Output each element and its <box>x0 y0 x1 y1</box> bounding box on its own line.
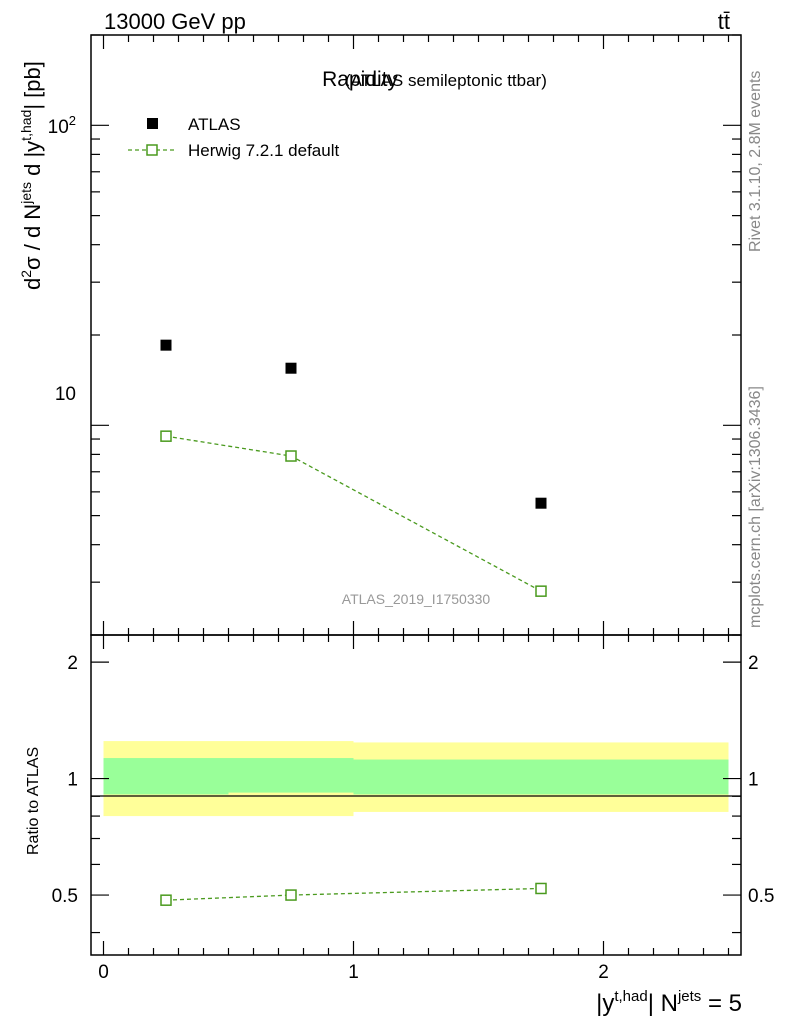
atlas-point <box>535 497 547 509</box>
x-tick-label: 1 <box>348 962 359 983</box>
x-tick-label: 0 <box>98 962 109 983</box>
y-tick-label-10: 10 <box>55 384 76 405</box>
ratio-herwig-point <box>535 882 547 895</box>
x-tick-label: 2 <box>598 962 609 983</box>
legend-atlas-label: ATLAS <box>188 115 241 134</box>
atlas-point <box>160 339 172 351</box>
chart-title: Rapidity <box>322 68 398 91</box>
legend-herwig-marker <box>146 144 158 156</box>
herwig-line <box>165 435 542 592</box>
ratio-inner-band <box>103 758 229 795</box>
ratio-y-tick-label: 0.5 <box>52 886 78 907</box>
atlas-point <box>285 362 297 374</box>
ratio-herwig-point <box>285 889 297 901</box>
herwig-point <box>160 430 172 442</box>
legend-herwig-label: Herwig 7.2.1 default <box>188 141 339 160</box>
ratio-frame <box>90 634 742 956</box>
legend-atlas-marker <box>147 118 158 129</box>
energy-label: 13000 GeV pp <box>104 9 246 34</box>
ratio-herwig-line <box>165 887 542 901</box>
ratio-data-marks <box>160 882 547 906</box>
ratio-y-axis-label: Ratio to ATLAS <box>25 747 42 855</box>
main-panel: Rapidity (ATLAS semileptonic ttbar) 102 … <box>18 34 742 636</box>
main-y-axis-label: d2σ / d Njets d |yt,had| [pb] <box>18 61 45 290</box>
ratio-uncertainty-bands <box>103 741 729 817</box>
ratio-panel: 0.5 0.5 1 1 2 2 0 1 2 Ratio to ATLAS |yt,had| Nj… <box>25 634 775 1017</box>
rivet-version-label: Rivet 3.1.10, 2.8M events <box>747 71 764 252</box>
process-label: tt̄ <box>718 9 730 34</box>
main-x-ticks <box>102 35 730 635</box>
ratio-herwig-point <box>160 894 172 906</box>
ratio-inner-band <box>353 759 729 795</box>
legend: ATLAS Herwig 7.2.1 default <box>128 115 339 160</box>
herwig-point <box>285 450 297 462</box>
mcplots-label: mcplots.cern.ch [arXiv:1306.3436] <box>747 386 764 628</box>
ratio-inner-band <box>228 758 354 793</box>
ratio-ticks <box>91 635 741 955</box>
ratio-y-tick-label-right: 2 <box>748 653 759 674</box>
main-data-marks <box>160 339 547 597</box>
y-tick-label-100: 102 <box>48 113 76 138</box>
ratio-y-tick-label-right: 0.5 <box>748 886 774 907</box>
analysis-label: ATLAS_2019_I1750330 <box>342 591 491 607</box>
ratio-y-tick-label: 1 <box>67 770 78 791</box>
herwig-point <box>535 585 547 597</box>
ratio-tick-labels: 0.5 0.5 1 1 2 2 0 1 2 <box>52 653 775 983</box>
x-axis-label: |yt,had| Njets = 5 <box>596 988 742 1017</box>
ratio-y-tick-label: 2 <box>67 653 78 674</box>
ratio-y-tick-label-right: 1 <box>748 770 759 791</box>
chart-subtitle: (ATLAS semileptonic ttbar) <box>345 71 547 90</box>
